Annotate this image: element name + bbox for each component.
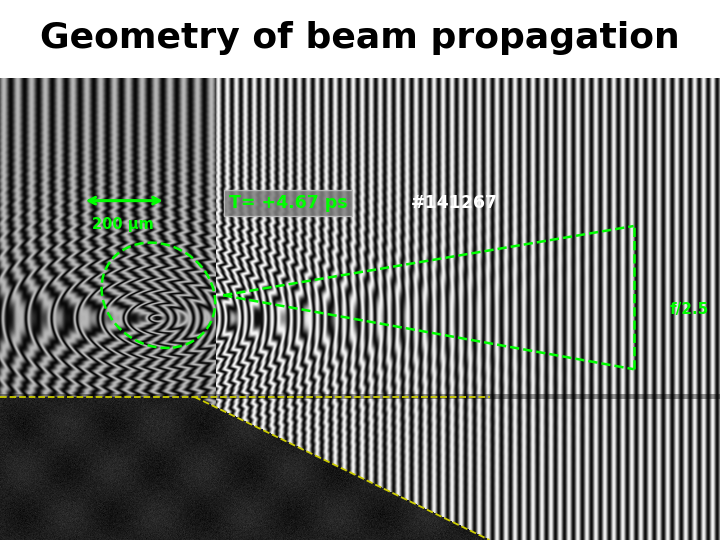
Text: T= +4.67 ps: T= +4.67 ps xyxy=(229,194,347,212)
Text: #141267: #141267 xyxy=(410,194,498,212)
Text: f/2.5: f/2.5 xyxy=(670,302,709,316)
Text: 200 µm: 200 µm xyxy=(91,217,153,232)
Text: Geometry of beam propagation: Geometry of beam propagation xyxy=(40,21,680,55)
